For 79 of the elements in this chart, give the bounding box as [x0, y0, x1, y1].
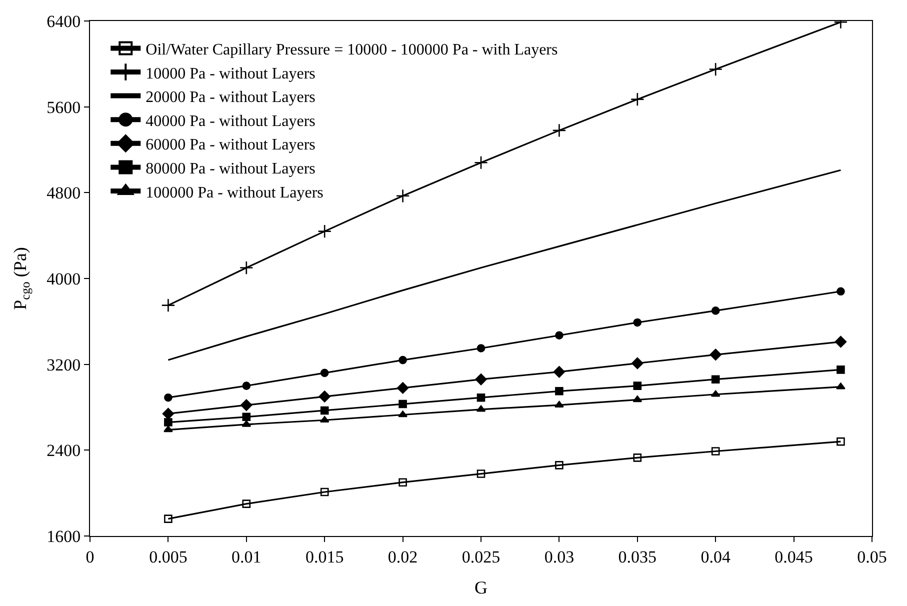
point — [318, 390, 330, 402]
x-tick-label: 0.01 — [232, 547, 262, 566]
point — [161, 298, 176, 312]
point — [552, 123, 566, 138]
point — [711, 447, 720, 456]
legend-label: 60000 Pa - without Layers — [146, 136, 316, 154]
point — [320, 488, 329, 496]
point — [164, 393, 172, 402]
y-tick-label: 2400 — [46, 441, 81, 460]
point — [398, 356, 407, 364]
point — [164, 514, 172, 523]
point — [242, 500, 251, 508]
point — [398, 410, 408, 418]
point — [476, 470, 486, 478]
point — [836, 366, 845, 374]
point — [240, 399, 252, 411]
point — [318, 224, 332, 238]
legend-label: 20000 Pa - without Layers — [146, 89, 316, 106]
point — [320, 368, 329, 378]
x-tick-label: 0.03 — [544, 547, 574, 566]
x-tick-label: 0.025 — [462, 547, 500, 566]
y-tick-label: 1600 — [46, 526, 81, 546]
point — [633, 318, 642, 327]
legend-label: 10000 Pa - without Layers — [146, 65, 316, 82]
x-tick-label: 0.045 — [774, 547, 813, 566]
y-tick-label: 3200 — [46, 355, 81, 374]
point — [476, 393, 486, 402]
point — [242, 412, 251, 422]
point — [630, 92, 644, 106]
point — [242, 420, 252, 427]
point — [708, 62, 723, 76]
point — [476, 405, 486, 412]
legend-label: 40000 Pa - without Layers — [146, 112, 316, 130]
x-tick-label: 0.02 — [388, 547, 418, 566]
x-axis-title: G — [474, 578, 488, 598]
point — [836, 382, 846, 390]
point — [711, 375, 720, 384]
point — [242, 382, 251, 390]
point — [320, 416, 330, 423]
point — [834, 336, 847, 348]
point — [555, 331, 564, 340]
point — [239, 260, 254, 275]
point — [554, 400, 564, 408]
point — [836, 287, 845, 296]
point — [632, 396, 642, 402]
point — [396, 188, 410, 203]
legend-label: 100000 Pa - without Layers — [146, 184, 324, 202]
x-tick-label: 0.04 — [700, 547, 731, 566]
point — [555, 461, 564, 470]
point — [320, 406, 329, 415]
y-tick-label: 4800 — [46, 184, 81, 203]
point — [164, 426, 173, 432]
x-tick-label: 0.035 — [618, 547, 657, 566]
x-tick-label: 0.05 — [857, 547, 887, 566]
legend-label: 80000 Pa - without Layers — [146, 160, 316, 178]
y-tick-label: 5600 — [46, 98, 81, 117]
point — [396, 382, 409, 394]
x-tick-label: 0.015 — [305, 547, 344, 566]
point — [632, 357, 644, 370]
x-tick-label: 0.005 — [149, 547, 188, 566]
point — [474, 156, 488, 170]
y-tick-label: 6400 — [46, 12, 81, 31]
point — [836, 437, 845, 446]
y-tick-label: 4000 — [46, 269, 81, 288]
point — [555, 387, 564, 396]
legend-label: Oil/Water Capillary Pressure = 10000 - 100000 Pa - with Layers — [146, 41, 558, 58]
point — [710, 390, 720, 397]
point — [398, 400, 407, 408]
point — [162, 408, 174, 420]
point — [398, 478, 407, 486]
point — [553, 366, 566, 378]
point — [710, 348, 722, 361]
point — [164, 418, 172, 426]
point — [633, 454, 642, 462]
point — [476, 344, 486, 352]
point — [633, 382, 642, 390]
point — [475, 374, 487, 386]
point — [711, 306, 720, 315]
x-tick-label: 0 — [86, 547, 94, 566]
